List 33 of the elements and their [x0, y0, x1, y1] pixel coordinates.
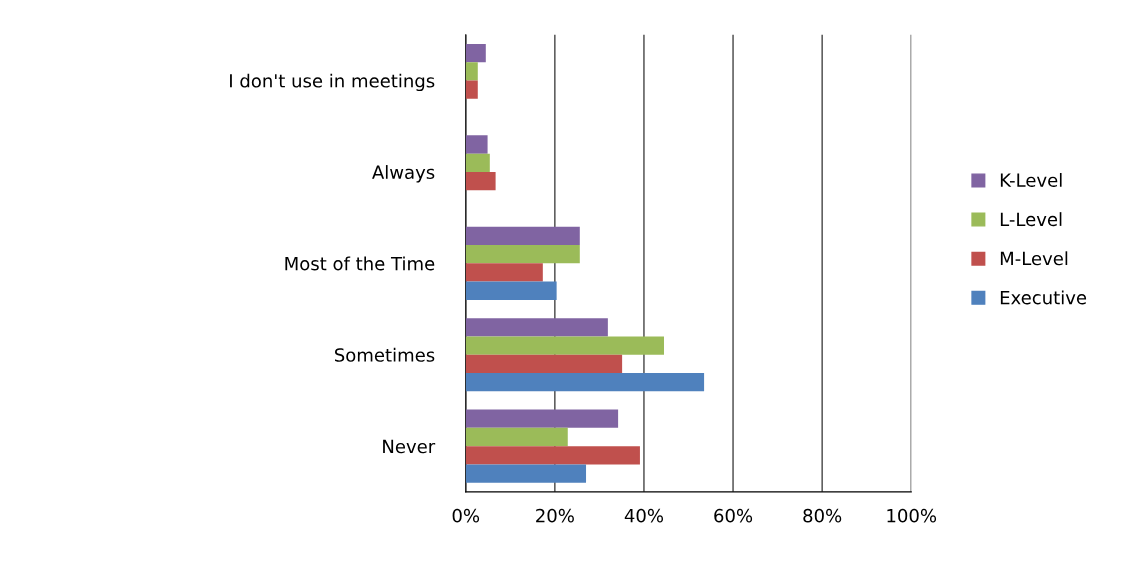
x-tick-label: 80%: [803, 508, 842, 523]
y-tick-label: Never: [383, 439, 436, 454]
legend-label: L-Level: [1000, 212, 1062, 227]
bar: [465, 135, 488, 154]
y-tick-label: Sometimes: [334, 347, 435, 362]
legend-label: Executive: [1000, 290, 1087, 305]
bar: [465, 281, 557, 300]
bar: [465, 263, 543, 282]
x-tick-label: 0%: [452, 508, 480, 523]
bar: [465, 171, 496, 191]
x-tick-label: 60%: [714, 508, 753, 523]
y-tick-label: I don't use in meetings: [230, 73, 435, 92]
y-tick-label: Most of the Time: [285, 256, 435, 271]
x-tick-label: 40%: [624, 508, 664, 523]
legend-label: K-Level: [1000, 173, 1062, 187]
bar: [465, 464, 587, 483]
bar: [465, 354, 623, 374]
bar: [465, 153, 490, 172]
bar: [465, 336, 664, 355]
bar: [465, 80, 478, 99]
x-tick-label: 100%: [887, 508, 937, 523]
bar: [465, 62, 478, 81]
bar: [465, 43, 486, 63]
legend-label: M-Level: [1000, 251, 1068, 266]
bar: [465, 427, 568, 447]
bar: [465, 245, 580, 264]
bar: [465, 226, 580, 246]
bar: [465, 409, 619, 428]
x-tick-label: 20%: [536, 508, 574, 523]
bar: [465, 373, 705, 392]
bar: [465, 318, 608, 337]
bar: [465, 446, 640, 465]
y-tick-label: Always: [372, 165, 435, 183]
